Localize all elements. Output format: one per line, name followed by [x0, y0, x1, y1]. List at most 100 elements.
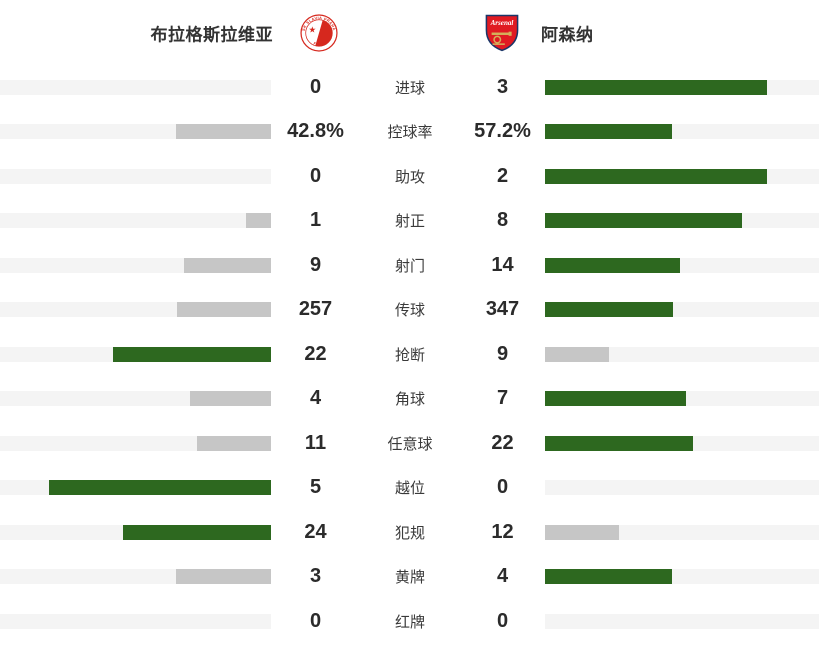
stat-row: 3 黄牌 4 [0, 555, 819, 600]
away-stat-bar [545, 391, 687, 407]
home-stat-bar [175, 124, 271, 140]
home-stat-value: 22 [304, 342, 327, 365]
away-stat-value: 12 [491, 520, 514, 543]
home-stat-bar [184, 257, 271, 273]
home-stat-value: 257 [298, 298, 333, 321]
stat-label: 射门 [394, 257, 425, 275]
home-stat-value: 24 [304, 520, 327, 543]
away-stat-bar-track [545, 302, 819, 318]
home-stat-value: 11 [304, 431, 327, 454]
away-stat-bar [545, 79, 767, 95]
stat-row: 4 角球 7 [0, 377, 819, 422]
home-team-name: 布拉格斯拉维亚 [150, 25, 273, 44]
away-stat-bar [545, 124, 672, 140]
home-stat-value: 0 [309, 75, 322, 98]
stat-row: 5 越位 0 [0, 466, 819, 511]
stat-row: 42.8% 控球率 57.2% [0, 110, 819, 155]
away-stat-value: 14 [491, 253, 514, 276]
home-stat-value: 42.8% [287, 120, 344, 143]
home-stat-value: 5 [309, 476, 322, 499]
home-stat-value: 1 [309, 209, 322, 232]
home-stat-bar-track [0, 569, 271, 585]
away-stat-value: 7 [496, 387, 509, 410]
away-stat-bar-track [545, 124, 819, 140]
match-header: 布拉格斯拉维亚 ★ SK SLAVIA PRAHA FOTBAL Arsenal [0, 0, 819, 65]
home-stat-bar-track [0, 480, 271, 496]
stat-row: 9 射门 14 [0, 243, 819, 288]
stat-label: 红牌 [394, 613, 425, 631]
away-stat-bar [545, 524, 619, 540]
away-stat-bar-track [545, 480, 819, 496]
home-stat-bar-track [0, 346, 271, 362]
home-stat-bar-track [0, 302, 271, 318]
away-stat-bar-track [545, 213, 819, 229]
home-stat-bar [175, 569, 271, 585]
home-stat-bar [190, 391, 271, 407]
stat-row: 1 射正 8 [0, 199, 819, 244]
stat-row: 257 传球 347 [0, 288, 819, 333]
svg-text:Arsenal: Arsenal [490, 19, 514, 27]
away-stat-value: 8 [496, 209, 509, 232]
stat-label: 进球 [394, 79, 425, 97]
home-stat-value: 4 [309, 387, 322, 410]
home-stat-value: 0 [309, 609, 322, 632]
away-stat-bar [545, 213, 743, 229]
stat-label: 控球率 [387, 124, 433, 142]
away-stat-bar [545, 346, 610, 362]
slavia-prague-logo-icon: ★ SK SLAVIA PRAHA FOTBAL [300, 14, 338, 52]
stat-label: 传球 [394, 302, 425, 320]
away-stat-bar [545, 435, 693, 451]
home-stat-bar-track [0, 524, 271, 540]
home-stat-bar-track [0, 435, 271, 451]
stat-label: 黄牌 [394, 569, 425, 587]
stat-row: 24 犯规 12 [0, 510, 819, 555]
away-stat-value: 22 [491, 431, 514, 454]
home-stat-bar-track [0, 391, 271, 407]
home-stat-bar [176, 302, 271, 318]
away-stat-value: 0 [496, 609, 509, 632]
stat-label: 越位 [394, 480, 425, 498]
stats-list: 0 进球 3 42.8% 控球率 57.2% 0 助攻 2 [0, 65, 819, 644]
home-stat-bar [123, 524, 271, 540]
away-stat-bar-track [545, 524, 819, 540]
stat-label: 犯规 [394, 524, 425, 542]
stat-label: 角球 [394, 391, 425, 409]
home-stat-bar-track [0, 168, 271, 184]
away-stat-bar-track [545, 613, 819, 629]
away-stat-value: 3 [496, 75, 509, 98]
stat-row: 0 红牌 0 [0, 599, 819, 644]
stat-label: 抢断 [394, 346, 425, 364]
stat-label: 射正 [394, 213, 425, 231]
away-stat-bar [545, 569, 672, 585]
home-stat-bar-track [0, 79, 271, 95]
away-team-name: 阿森纳 [541, 25, 594, 44]
stat-label: 任意球 [387, 435, 433, 453]
home-stat-bar-track [0, 257, 271, 273]
away-stat-value: 9 [496, 342, 509, 365]
away-stat-bar-track [545, 168, 819, 184]
away-stat-value: 2 [496, 164, 509, 187]
home-stat-bar [113, 346, 271, 362]
home-stat-bar [246, 213, 271, 229]
away-stat-bar-track [545, 79, 819, 95]
away-stat-bar [545, 168, 767, 184]
stat-row: 0 助攻 2 [0, 154, 819, 199]
away-stat-value: 57.2% [474, 120, 531, 143]
home-stat-bar-track [0, 213, 271, 229]
home-stat-bar-track [0, 613, 271, 629]
home-stat-value: 3 [309, 565, 322, 588]
home-stat-value: 9 [309, 253, 322, 276]
away-stat-value: 4 [496, 565, 509, 588]
stat-row: 0 进球 3 [0, 65, 819, 110]
away-stat-bar [545, 302, 673, 318]
home-stat-bar [49, 480, 271, 496]
home-stat-bar [197, 435, 271, 451]
svg-text:★: ★ [309, 25, 317, 35]
arsenal-logo-icon: Arsenal [485, 14, 519, 52]
away-stat-value: 347 [485, 298, 520, 321]
stat-label: 助攻 [394, 168, 425, 186]
away-stat-bar-track [545, 435, 819, 451]
away-stat-bar [545, 257, 681, 273]
away-stat-value: 0 [496, 476, 509, 499]
